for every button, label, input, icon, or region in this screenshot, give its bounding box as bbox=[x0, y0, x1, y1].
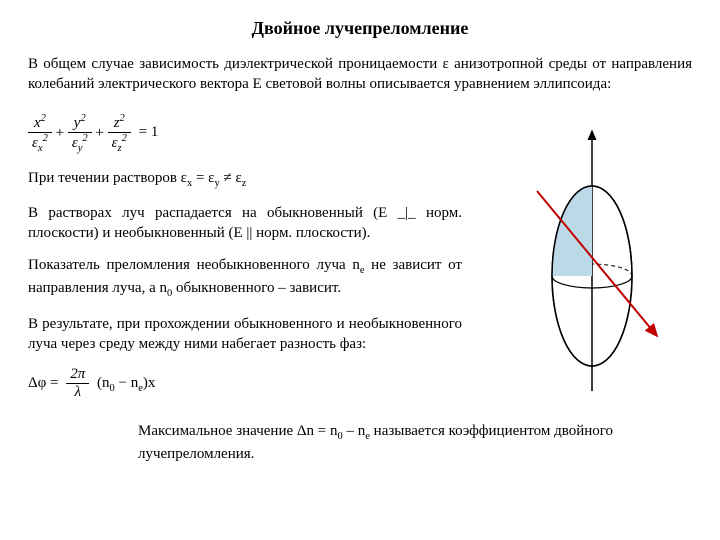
text-column: x2 εx2 + y2 εy2 + z2 εz2 = 1 При течении… bbox=[28, 107, 462, 416]
p3-a: Показатель преломления необыкновенного л… bbox=[28, 257, 360, 273]
bottom-paragraph: Максимальное значение Δn = n0 – ne назыв… bbox=[138, 421, 692, 464]
p1-mid: = ε bbox=[192, 170, 214, 186]
bottom-a: Максимальное значение Δn = n bbox=[138, 423, 338, 439]
eq2-num: 2π bbox=[66, 366, 89, 384]
para-ray-split: В растворах луч распадается на обыкновен… bbox=[28, 203, 462, 244]
eq2-tb: − n bbox=[115, 375, 138, 391]
para-solutions: При течении растворов εx = εy ≠ εz bbox=[28, 168, 462, 191]
bottom-b: – n bbox=[343, 423, 366, 439]
p3-c: обыкновенного – зависит. bbox=[172, 280, 341, 296]
eq2-den: λ bbox=[75, 384, 82, 400]
eq2-tc: )x bbox=[143, 375, 156, 391]
p1-ne: ≠ ε bbox=[220, 170, 242, 186]
eq2-lhs: Δφ = bbox=[28, 375, 59, 391]
ellipsoid-figure bbox=[477, 121, 687, 401]
eq1-d3s: z bbox=[118, 143, 122, 154]
page-title: Двойное лучепреломление bbox=[28, 18, 692, 39]
p1-pre: При течении растворов ε bbox=[28, 170, 187, 186]
eq1-n1: x bbox=[34, 115, 41, 131]
para-refraction-index: Показатель преломления необыкновенного л… bbox=[28, 255, 462, 301]
figure-column bbox=[472, 107, 692, 416]
p1-s3: z bbox=[242, 178, 247, 189]
eq2-ta: (n bbox=[97, 375, 110, 391]
eq1-rhs: = 1 bbox=[139, 124, 159, 140]
equation-ellipsoid: x2 εx2 + y2 εy2 + z2 εz2 = 1 bbox=[28, 113, 462, 154]
eq1-d1s: x bbox=[38, 143, 43, 154]
main-row: x2 εx2 + y2 εy2 + z2 εz2 = 1 При течении… bbox=[28, 107, 692, 416]
eq1-d2s: y bbox=[78, 143, 83, 154]
para-phase-diff: В результате, при прохождении обыкновенн… bbox=[28, 314, 462, 355]
equation-phase: Δφ = 2π λ (n0 − ne)x bbox=[28, 366, 462, 401]
intro-paragraph: В общем случае зависимость диэлектрическ… bbox=[28, 54, 692, 95]
